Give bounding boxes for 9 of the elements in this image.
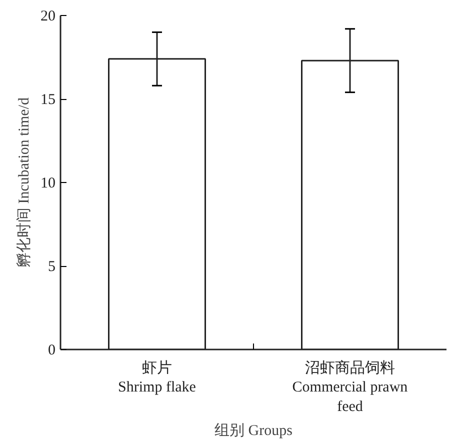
y-tick-label: 10: [40, 176, 56, 192]
y-tick-label: 5: [48, 259, 56, 275]
y-axis-title: 孵化时间 Incubation time/d: [16, 97, 32, 268]
y-tick-label: 0: [48, 342, 56, 358]
x-tick-label: 沼虾商品饲料 Commercial prawn feed: [292, 360, 408, 415]
x-axis-title: 组别 Groups: [214, 422, 293, 439]
y-tick-label: 15: [40, 92, 56, 108]
y-tick-label: 20: [40, 8, 56, 24]
x-tick-label: 虾片 Shrimp flake: [118, 360, 196, 396]
